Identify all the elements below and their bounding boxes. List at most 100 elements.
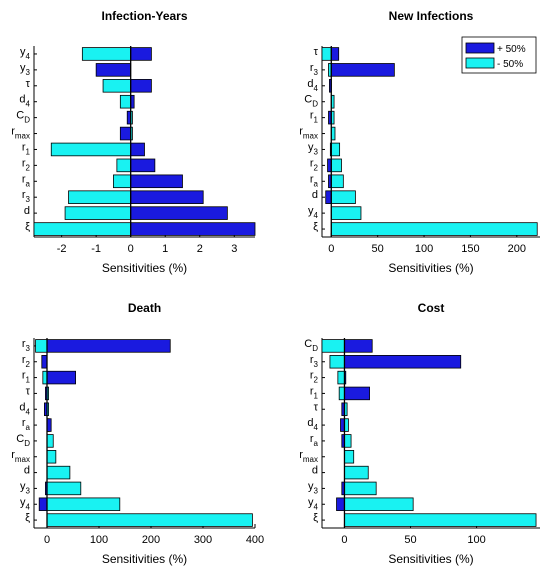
category-subscript: 3 bbox=[314, 360, 319, 369]
y-category-label: r2 bbox=[22, 354, 31, 369]
bar-minus-50 bbox=[330, 206, 362, 220]
y-category-label: CD bbox=[304, 338, 318, 353]
category-subscript: a bbox=[314, 179, 319, 188]
y-category-label: τ bbox=[314, 46, 319, 58]
y-category-label: d bbox=[24, 205, 30, 217]
bar-plus-50 bbox=[344, 339, 373, 353]
y-category-label: r2 bbox=[22, 157, 31, 172]
y-category-label: y3 bbox=[308, 480, 319, 495]
bar-plus-50 bbox=[330, 47, 340, 61]
category-base: τ bbox=[26, 78, 31, 90]
y-category-label: d4 bbox=[19, 401, 30, 416]
x-axis-label: Sensitivities (%) bbox=[388, 261, 473, 275]
bar-minus-50 bbox=[50, 142, 132, 157]
y-category-label: y3 bbox=[20, 62, 31, 77]
y-category-label: ra bbox=[310, 433, 319, 448]
y-category-label: r3 bbox=[22, 338, 31, 353]
x-tick-label: 200 bbox=[142, 534, 160, 546]
bar-minus-50 bbox=[321, 47, 332, 61]
y-category-label: y4 bbox=[308, 205, 319, 220]
x-axis-label: Sensitivities (%) bbox=[388, 552, 473, 566]
category-subscript: D bbox=[312, 100, 318, 109]
legend-label: + 50% bbox=[497, 44, 526, 55]
category-subscript: 2 bbox=[26, 360, 31, 369]
category-subscript: D bbox=[24, 116, 30, 125]
category-base: r bbox=[22, 354, 26, 366]
category-base: y bbox=[20, 480, 26, 492]
y-category-label: CD bbox=[304, 94, 318, 109]
bar-plus-50 bbox=[130, 142, 145, 157]
category-base: r bbox=[11, 126, 15, 138]
bar-plus-50 bbox=[119, 126, 132, 141]
category-base: C bbox=[16, 110, 24, 122]
bar-plus-50 bbox=[336, 497, 345, 511]
category-base: r bbox=[11, 449, 15, 461]
bar-minus-50 bbox=[81, 47, 132, 61]
category-subscript: a bbox=[26, 423, 31, 432]
bar-minus-50 bbox=[119, 94, 132, 109]
category-base: r bbox=[310, 370, 314, 382]
category-base: τ bbox=[26, 385, 31, 397]
bar-minus-50 bbox=[344, 450, 355, 464]
category-base: r bbox=[299, 126, 303, 138]
category-base: r bbox=[310, 433, 314, 445]
category-base: d bbox=[19, 401, 25, 413]
x-axis-label: Sensitivities (%) bbox=[102, 552, 187, 566]
x-tick-label: 2 bbox=[197, 243, 203, 255]
x-tick-label: 0 bbox=[328, 243, 334, 255]
bar-minus-50 bbox=[329, 355, 345, 369]
y-category-label: y4 bbox=[308, 496, 319, 511]
category-base: r bbox=[299, 449, 303, 461]
x-tick-label: 100 bbox=[90, 534, 108, 546]
category-base: r bbox=[22, 189, 26, 201]
legend-swatch-minus bbox=[465, 57, 495, 69]
bar-plus-50 bbox=[46, 339, 171, 353]
bar-minus-50 bbox=[330, 174, 344, 189]
category-base: τ bbox=[314, 46, 319, 58]
bar-plus-50 bbox=[130, 222, 256, 236]
x-tick-label: 150 bbox=[461, 243, 479, 255]
category-subscript: 4 bbox=[26, 100, 31, 109]
bar-minus-50 bbox=[33, 222, 132, 236]
bar-minus-50 bbox=[113, 174, 132, 189]
x-tick-label: 3 bbox=[231, 243, 237, 255]
category-subscript: max bbox=[303, 132, 318, 141]
category-base: d bbox=[307, 78, 313, 90]
bar-plus-50 bbox=[330, 63, 395, 77]
category-base: y bbox=[20, 46, 26, 58]
bar-minus-50 bbox=[344, 513, 537, 527]
category-base: d bbox=[24, 465, 30, 477]
bar-minus-50 bbox=[344, 497, 414, 511]
category-base: r bbox=[22, 141, 26, 153]
chart-title: Death bbox=[128, 301, 161, 315]
category-base: r bbox=[22, 338, 26, 350]
category-subscript: 4 bbox=[314, 211, 319, 220]
bar-minus-50 bbox=[344, 465, 369, 480]
y-category-label: r1 bbox=[22, 141, 31, 156]
category-subscript: 3 bbox=[314, 147, 319, 156]
bar-plus-50 bbox=[130, 47, 152, 61]
y-category-label: d4 bbox=[307, 78, 318, 93]
category-subscript: 3 bbox=[26, 486, 31, 495]
category-subscript: 4 bbox=[26, 52, 31, 61]
y-category-label: ξ bbox=[25, 221, 30, 233]
chart-title: New Infections bbox=[389, 9, 474, 23]
bar-minus-50 bbox=[46, 513, 253, 527]
bar-minus-50 bbox=[64, 206, 132, 220]
category-subscript: max bbox=[303, 455, 318, 464]
category-subscript: 3 bbox=[314, 486, 319, 495]
bar-minus-50 bbox=[330, 190, 356, 204]
category-base: y bbox=[20, 62, 26, 74]
category-subscript: 4 bbox=[26, 502, 31, 511]
category-subscript: 3 bbox=[26, 344, 31, 353]
y-category-label: rmax bbox=[11, 449, 30, 464]
category-base: r bbox=[22, 173, 26, 185]
bar-minus-50 bbox=[330, 222, 538, 236]
bar-minus-50 bbox=[344, 434, 352, 448]
category-subscript: 1 bbox=[314, 116, 319, 125]
bar-minus-50 bbox=[116, 158, 132, 173]
category-base: ξ bbox=[25, 221, 30, 233]
category-base: d bbox=[307, 417, 313, 429]
category-base: d bbox=[312, 465, 318, 477]
